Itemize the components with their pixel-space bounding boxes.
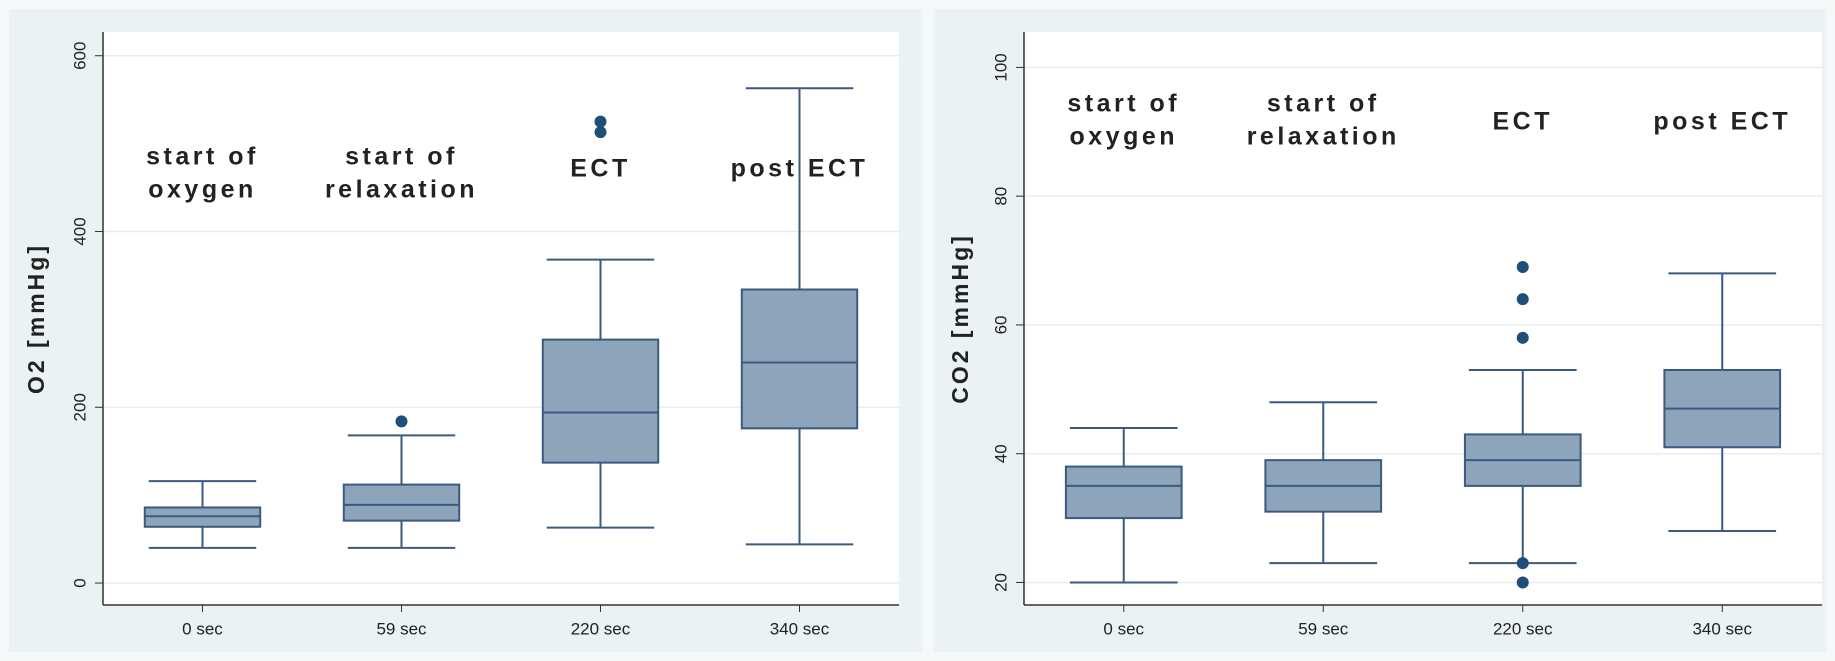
box (740, 288, 859, 430)
y-tick-label: 60 (991, 315, 1010, 334)
outlier (1516, 293, 1529, 306)
outlier (1516, 331, 1529, 344)
outlier (395, 415, 408, 428)
x-tick-label: 340 sec (770, 619, 830, 638)
y-tick-label: 40 (991, 444, 1010, 463)
outlier (594, 115, 607, 128)
y-axis-label: CO2 [mmHg] (947, 233, 973, 404)
box (1064, 465, 1183, 520)
y-tick-label: 80 (991, 187, 1010, 206)
box (342, 483, 461, 522)
y-tick-label: 400 (70, 217, 89, 245)
annotation: start of (345, 143, 458, 171)
x-tick-label: 0 sec (1103, 619, 1144, 638)
annotation: oxygen (1069, 123, 1178, 151)
x-tick-label: 220 sec (571, 619, 631, 638)
x-tick-label: 0 sec (182, 619, 223, 638)
outlier (594, 126, 607, 139)
y-tick-label: 0 (70, 578, 89, 587)
annotation: post ECT (1653, 108, 1791, 136)
annotation: start of (1067, 90, 1180, 118)
annotation: post ECT (731, 155, 869, 183)
x-tick-label: 59 sec (1298, 619, 1349, 638)
y-axis-label: O2 [mmHg] (23, 243, 49, 394)
annotation: oxygen (148, 176, 257, 204)
x-tick-label: 220 sec (1493, 619, 1553, 638)
annotation: ECT (570, 155, 631, 183)
annotation: start of (146, 143, 259, 171)
annotation: start of (1267, 90, 1380, 118)
x-tick-label: 340 sec (1692, 619, 1752, 638)
outlier (1516, 557, 1529, 570)
outlier (1516, 260, 1529, 273)
outlier (1516, 576, 1529, 589)
y-tick-label: 200 (70, 393, 89, 421)
y-tick-label: 600 (70, 42, 89, 70)
x-tick-label: 59 sec (376, 619, 427, 638)
box (541, 338, 660, 464)
annotation: relaxation (1247, 123, 1400, 151)
annotation: ECT (1493, 108, 1554, 136)
y-tick-label: 20 (991, 573, 1010, 592)
annotation: relaxation (325, 176, 478, 204)
y-tick-label: 100 (991, 53, 1010, 81)
